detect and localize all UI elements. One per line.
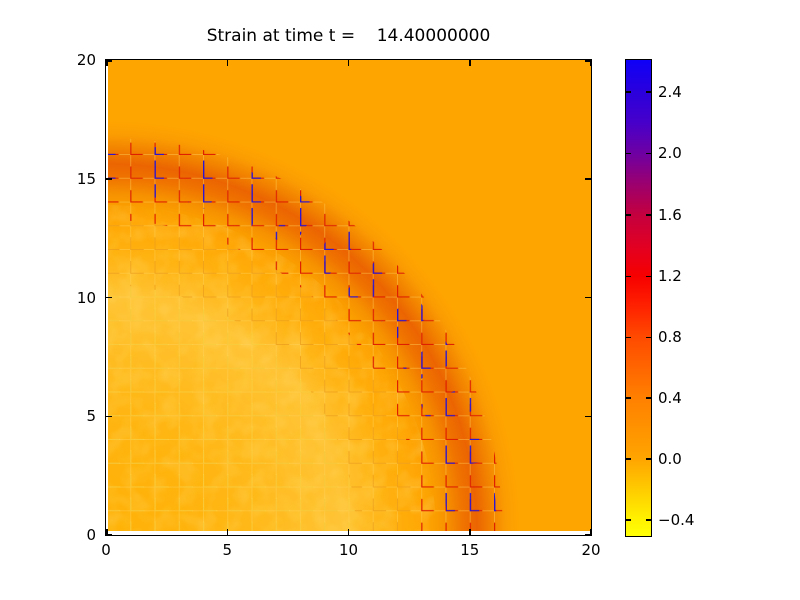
x-tick-mark [469,60,471,66]
y-tick-mark [106,60,112,62]
x-tick-mark [226,60,228,66]
colorbar-tick-label: 2.4 [658,83,682,101]
strain-heatmap [108,60,591,531]
y-tick-mark [106,533,112,535]
colorbar [625,59,652,537]
colorbar-tick-mark [626,519,631,521]
colorbar-tick-mark [646,214,651,216]
colorbar-gradient [626,60,651,536]
y-tick-label: 0 [86,526,96,544]
x-tick-mark [469,529,471,535]
colorbar-tick-mark [646,519,651,521]
x-tick-mark [106,60,108,66]
y-tick-mark [585,60,591,62]
y-tick-mark [585,415,591,417]
colorbar-tick-mark [646,91,651,93]
x-tick-mark [589,529,591,535]
y-tick-label: 5 [86,407,96,425]
colorbar-tick-label: 2.0 [658,144,682,162]
colorbar-tick-label: 0.4 [658,389,682,407]
x-tick-label: 15 [460,541,480,559]
plot-area [105,59,592,536]
colorbar-tick-mark [626,152,631,155]
x-tick-label: 0 [101,541,111,559]
y-tick-mark [585,178,591,180]
colorbar-tick-mark [626,397,631,399]
colorbar-tick-mark [646,458,651,460]
plot-title: Strain at time t = 14.40000000 [206,26,491,46]
colorbar-tick-mark [646,336,651,339]
colorbar-tick-mark [626,336,631,339]
colorbar-tick-label: 0.0 [658,450,682,468]
colorbar-tick-label: −0.4 [658,511,695,529]
y-tick-mark [106,178,112,180]
y-tick-label: 15 [76,170,96,188]
colorbar-tick-mark [646,397,651,399]
y-tick-mark [585,533,591,535]
x-tick-mark [589,60,591,66]
colorbar-tick-label: 1.6 [658,206,682,224]
x-tick-mark [226,529,228,535]
y-tick-mark [585,296,591,299]
x-tick-mark [106,529,108,535]
colorbar-tick-mark [626,458,631,460]
colorbar-tick-mark [626,214,631,216]
colorbar-tick-label: 0.8 [658,328,682,346]
colorbar-tick-label: 1.2 [658,267,682,285]
colorbar-tick-mark [646,152,651,155]
wavefront-blue-marks [108,60,591,531]
colorbar-tick-mark [626,91,631,93]
y-tick-label: 20 [76,51,96,69]
y-tick-mark [106,296,112,299]
y-tick-label: 10 [76,288,96,307]
x-tick-label: 10 [338,541,359,559]
colorbar-tick-mark [646,275,651,278]
x-tick-label: 20 [581,541,601,559]
colorbar-tick-mark [626,275,631,278]
x-tick-mark [347,529,350,535]
x-tick-label: 5 [222,541,233,559]
x-tick-mark [347,60,350,66]
y-tick-mark [106,415,112,417]
